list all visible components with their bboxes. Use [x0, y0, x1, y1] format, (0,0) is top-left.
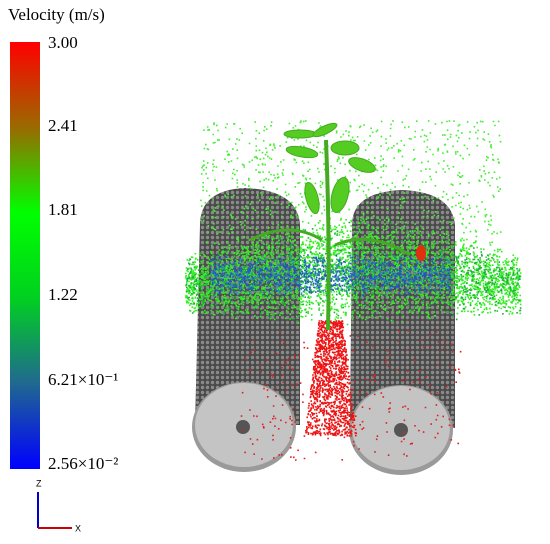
axis-label: X — [75, 523, 81, 533]
particles — [185, 217, 522, 326]
axis-label: Z — [36, 478, 42, 488]
particles — [305, 320, 358, 437]
particles — [210, 253, 452, 298]
axes-triad: Z X — [36, 478, 81, 533]
legend-label: 1.22 — [48, 285, 78, 304]
legend-label: 6.21×10⁻¹ — [48, 370, 118, 389]
legend-label: 1.81 — [48, 200, 78, 219]
plant — [249, 122, 411, 331]
right-roller — [349, 190, 455, 475]
red-particle — [416, 245, 426, 261]
color-bar — [10, 42, 40, 469]
legend-label: 3.00 — [48, 33, 78, 52]
legend-title: Velocity (m/s) — [8, 5, 105, 24]
legend-label: 2.41 — [48, 116, 78, 135]
legend-label: 2.56×10⁻² — [48, 454, 118, 473]
